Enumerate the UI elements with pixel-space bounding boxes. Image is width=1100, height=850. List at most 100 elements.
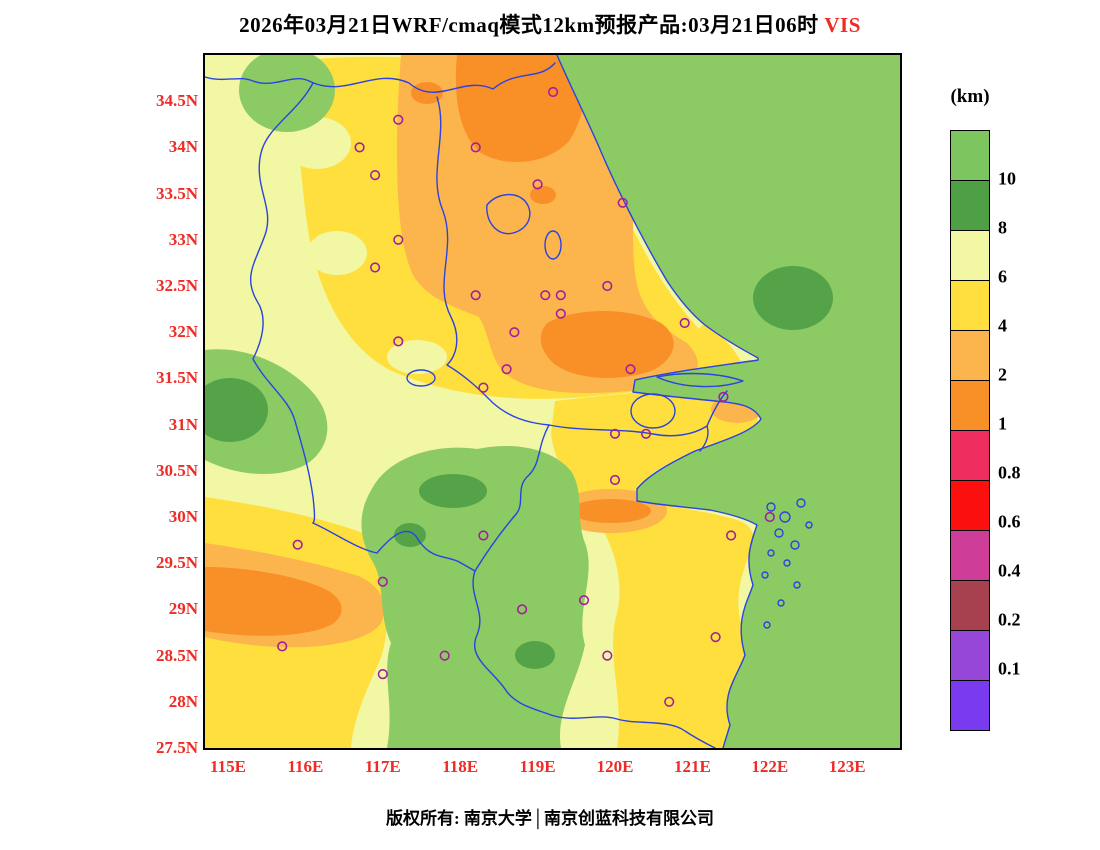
lake-outline-taihu	[630, 393, 676, 429]
island-outline	[761, 571, 769, 579]
station-marker	[725, 530, 737, 541]
lon-tick-label: 120E	[596, 757, 634, 776]
lat-tick-label: 30.5N	[155, 460, 198, 480]
station-marker	[664, 696, 675, 707]
colorbar-tick-label: 2	[998, 364, 1007, 385]
island-outline	[805, 521, 813, 529]
vis-region-orange-hangzhou-band	[571, 499, 651, 523]
station-marker	[578, 595, 590, 606]
lat-tick-label: 27.5N	[155, 738, 198, 757]
colorbar-tick-label: 6	[998, 266, 1007, 287]
colorbar-segment	[951, 131, 989, 180]
vis-region-darkgreen-spot	[394, 523, 426, 547]
colorbar-segment	[951, 480, 989, 530]
station-marker	[292, 539, 303, 550]
lon-tick-label: 122E	[751, 757, 789, 776]
station-marker	[370, 262, 381, 273]
lake-outline-gaoyou	[544, 230, 562, 260]
lat-tick-label: 33.5N	[155, 183, 198, 203]
colorbar-segment	[951, 330, 989, 380]
station-marker	[609, 428, 621, 439]
province-border-anhui-zhejiang	[474, 424, 550, 572]
vis-region-green-northwest	[239, 55, 335, 132]
colorbar-segment	[951, 630, 989, 680]
station-marker	[501, 364, 512, 375]
station-marker	[718, 391, 729, 403]
island-outline	[766, 502, 776, 512]
colorbar-segment	[951, 180, 989, 230]
station-marker	[602, 650, 613, 661]
colorbar	[950, 130, 990, 731]
station-marker	[393, 336, 404, 347]
vis-region-darkgreen-spot	[515, 641, 555, 669]
station-marker	[470, 142, 481, 153]
lon-tick-label: 117E	[364, 757, 401, 776]
lat-tick-label: 32N	[168, 322, 198, 342]
station-marker	[478, 382, 489, 393]
colorbar-tick-label: 0.1	[998, 658, 1021, 679]
station-marker	[540, 290, 551, 301]
copyright-text: 版权所有: 南京大学│南京创蓝科技有限公司	[386, 809, 714, 828]
province-border-anhui-jiangxi	[312, 522, 476, 572]
station-marker	[710, 631, 721, 643]
vis-region-yellow-southeast	[551, 385, 758, 748]
station-marker	[517, 604, 528, 615]
colorbar-segment	[951, 680, 989, 730]
station-marker	[609, 474, 621, 486]
station-marker	[640, 428, 652, 439]
station-marker	[555, 308, 566, 319]
colorbar-tick-label: 1	[998, 413, 1007, 434]
visibility-contour-map	[205, 55, 900, 748]
colorbar-segment	[951, 280, 989, 330]
station-marker	[602, 280, 613, 292]
island-outline	[793, 581, 801, 589]
vis-region-orange-southwest-core	[205, 567, 342, 636]
lon-tick-label: 121E	[673, 757, 711, 776]
lat-tick-label: 33N	[168, 229, 198, 249]
station-marker	[679, 317, 690, 329]
colorbar-tick-label: 0.2	[998, 609, 1021, 630]
station-marker	[277, 641, 288, 652]
lon-tick-label: 123E	[828, 757, 866, 776]
lat-tick-label: 31.5N	[155, 368, 198, 388]
island-outline	[774, 528, 784, 538]
colorbar-segment	[951, 530, 989, 580]
station-marker	[764, 511, 775, 523]
lat-tick-label: 29.5N	[155, 553, 198, 573]
station-marker	[393, 234, 404, 245]
colorbar-tick-label: 0.6	[998, 511, 1021, 532]
station-marker	[377, 576, 388, 587]
sea-region	[557, 55, 900, 748]
island-outline	[783, 559, 791, 567]
province-border-jiangsu-anhui	[436, 96, 550, 426]
lat-tick-label: 34.5N	[155, 91, 198, 111]
province-border-north	[205, 62, 556, 93]
vis-region-darkgreen-sea	[753, 266, 833, 330]
lake-outline-hongze	[486, 194, 531, 235]
station-markers	[277, 86, 775, 707]
station-marker	[617, 197, 628, 208]
island-outline	[779, 511, 791, 523]
province-border-west	[249, 82, 316, 524]
province-border-shanghai-south	[699, 425, 709, 452]
lat-tick-label: 31N	[168, 414, 198, 434]
station-marker	[478, 530, 489, 541]
station-marker	[377, 668, 388, 680]
lat-tick-label: 32.5N	[155, 276, 198, 295]
station-marker	[532, 179, 543, 190]
vis-region-pale-pocket	[307, 231, 367, 275]
vis-region-orange-spot	[530, 186, 556, 204]
lat-tick-label: 29N	[168, 599, 198, 619]
vis-region-pale-pocket	[387, 340, 447, 374]
colorbar-tick-label: 10	[998, 168, 1016, 189]
lat-tick-label: 30N	[168, 507, 198, 526]
island-outline	[763, 621, 771, 629]
colorbar-segment	[951, 580, 989, 630]
map-plot-area	[205, 55, 900, 748]
colorbar-unit-label: (km)	[950, 86, 990, 107]
station-marker	[370, 169, 381, 181]
station-marker	[354, 142, 365, 153]
lon-tick-label: 119E	[519, 757, 556, 776]
lake-outline-chaohu	[406, 369, 436, 387]
